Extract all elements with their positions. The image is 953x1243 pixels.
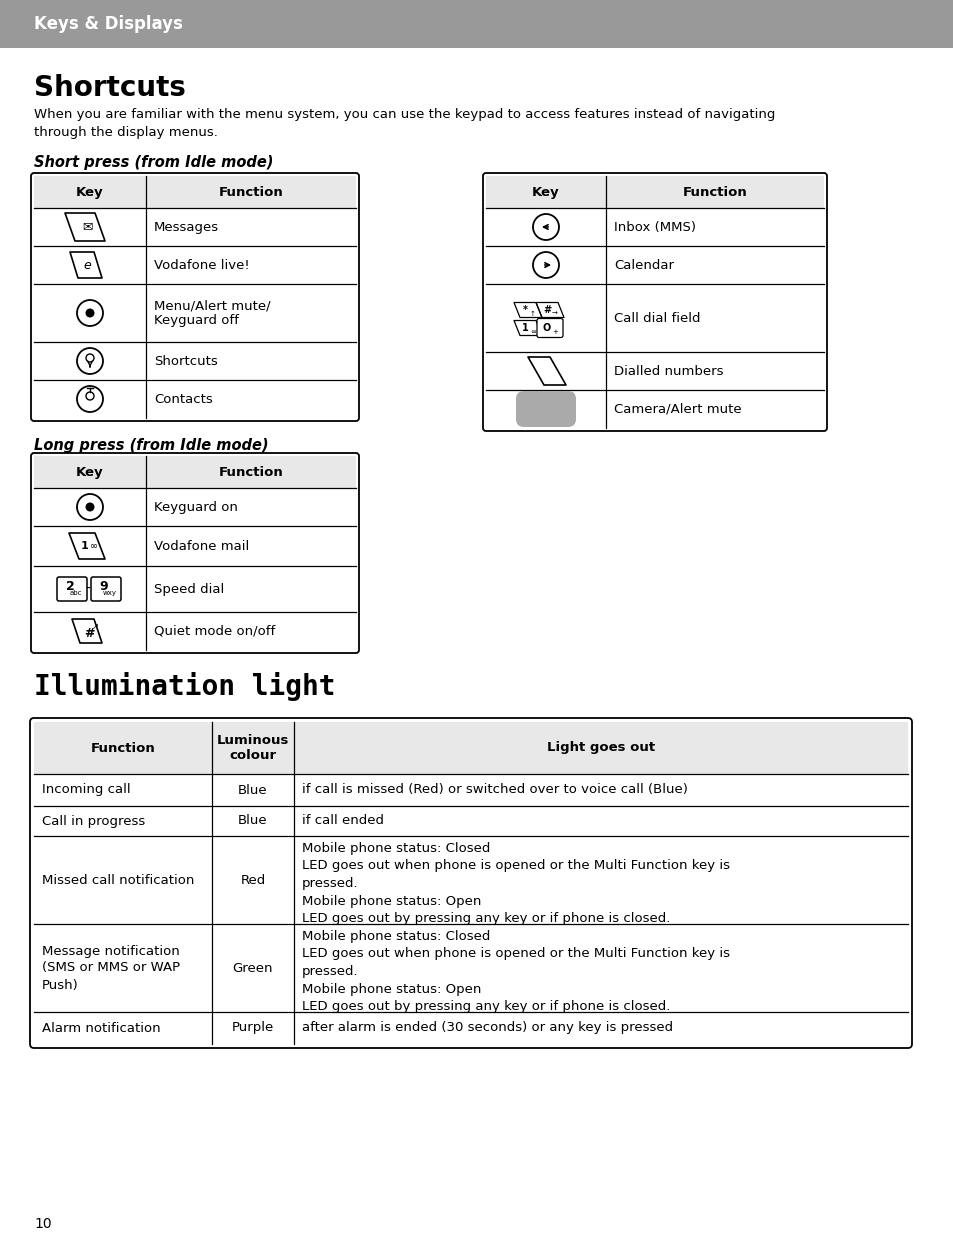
Text: wxy: wxy: [103, 590, 117, 595]
Text: Call dial field: Call dial field: [614, 312, 700, 324]
Text: Missed call notification: Missed call notification: [42, 874, 194, 886]
Text: ∞: ∞: [530, 329, 536, 336]
Text: Function: Function: [218, 185, 283, 199]
Text: Calendar: Calendar: [614, 259, 673, 271]
Text: 9: 9: [99, 579, 109, 593]
Text: →: →: [552, 311, 558, 317]
FancyBboxPatch shape: [516, 392, 576, 428]
Text: Inbox (MMS): Inbox (MMS): [614, 220, 696, 234]
Text: Long press (from Idle mode): Long press (from Idle mode): [34, 438, 268, 452]
Text: Blue: Blue: [238, 814, 268, 828]
Text: Dialled numbers: Dialled numbers: [614, 364, 722, 378]
Text: *: *: [522, 305, 527, 314]
Text: Mobile phone status: Closed
LED goes out when phone is opened or the Multi Funct: Mobile phone status: Closed LED goes out…: [302, 842, 729, 925]
Text: 2: 2: [66, 579, 74, 593]
FancyBboxPatch shape: [482, 173, 826, 431]
FancyBboxPatch shape: [30, 173, 358, 421]
Text: if call is missed (Red) or switched over to voice call (Blue): if call is missed (Red) or switched over…: [302, 783, 687, 797]
Text: 1: 1: [521, 323, 528, 333]
Text: Vodafone mail: Vodafone mail: [153, 539, 249, 552]
Text: Blue: Blue: [238, 783, 268, 797]
Text: Quiet mode on/off: Quiet mode on/off: [153, 624, 275, 638]
Text: Mobile phone status: Closed
LED goes out when phone is opened or the Multi Funct: Mobile phone status: Closed LED goes out…: [302, 930, 729, 1013]
FancyBboxPatch shape: [91, 577, 121, 602]
Text: Speed dial: Speed dial: [153, 583, 224, 595]
Text: +: +: [552, 329, 558, 336]
Text: Alarm notification: Alarm notification: [42, 1022, 160, 1034]
Text: Menu/Alert mute/
Keyguard off: Menu/Alert mute/ Keyguard off: [153, 300, 271, 327]
Text: Light goes out: Light goes out: [546, 742, 655, 755]
Text: ∞: ∞: [90, 541, 98, 551]
Text: Keyguard on: Keyguard on: [153, 501, 237, 513]
Text: Function: Function: [682, 185, 746, 199]
FancyBboxPatch shape: [30, 452, 358, 653]
Text: ↑: ↑: [530, 311, 536, 317]
Text: Vodafone live!: Vodafone live!: [153, 259, 250, 271]
Bar: [34, 456, 355, 488]
Text: after alarm is ended (30 seconds) or any key is pressed: after alarm is ended (30 seconds) or any…: [302, 1022, 673, 1034]
Bar: [485, 177, 823, 208]
Text: Keys & Displays: Keys & Displays: [34, 15, 183, 34]
Circle shape: [86, 502, 94, 512]
FancyBboxPatch shape: [57, 577, 87, 602]
Text: Shortcuts: Shortcuts: [34, 75, 186, 102]
Text: Short press (from Idle mode): Short press (from Idle mode): [34, 155, 274, 170]
Text: ✉: ✉: [82, 220, 92, 234]
Text: Shortcuts: Shortcuts: [153, 354, 217, 368]
Text: Contacts: Contacts: [153, 393, 213, 405]
Circle shape: [86, 308, 94, 317]
Text: When you are familiar with the menu system, you can use the keypad to access fea: When you are familiar with the menu syst…: [34, 108, 775, 139]
Text: e: e: [83, 259, 91, 271]
FancyBboxPatch shape: [30, 718, 911, 1048]
Bar: [0, 0, 953, 48]
Bar: [34, 177, 355, 208]
Text: Green: Green: [233, 962, 273, 975]
Text: -: -: [86, 582, 91, 595]
Text: Messages: Messages: [153, 220, 219, 234]
Text: Key: Key: [76, 185, 104, 199]
Text: abc: abc: [70, 590, 82, 595]
Text: 10: 10: [34, 1217, 51, 1231]
Text: Key: Key: [76, 465, 104, 479]
Text: Function: Function: [218, 465, 283, 479]
Text: Call in progress: Call in progress: [42, 814, 145, 828]
Text: Luminous
colour: Luminous colour: [216, 735, 289, 762]
Text: Message notification
(SMS or MMS or WAP
Push): Message notification (SMS or MMS or WAP …: [42, 945, 180, 992]
Text: Function: Function: [91, 742, 155, 755]
Bar: [34, 722, 907, 774]
Text: O: O: [542, 323, 551, 333]
FancyBboxPatch shape: [537, 318, 562, 338]
Text: Purple: Purple: [232, 1022, 274, 1034]
Text: Illumination light: Illumination light: [34, 672, 335, 701]
Text: #: #: [84, 626, 94, 639]
Text: Red: Red: [240, 874, 265, 886]
Text: ↗: ↗: [91, 623, 98, 631]
Text: Key: Key: [532, 185, 559, 199]
Text: #: #: [542, 305, 551, 314]
Text: Incoming call: Incoming call: [42, 783, 131, 797]
Text: 1: 1: [81, 541, 89, 551]
Text: if call ended: if call ended: [302, 814, 384, 828]
Text: Camera/Alert mute: Camera/Alert mute: [614, 403, 740, 415]
